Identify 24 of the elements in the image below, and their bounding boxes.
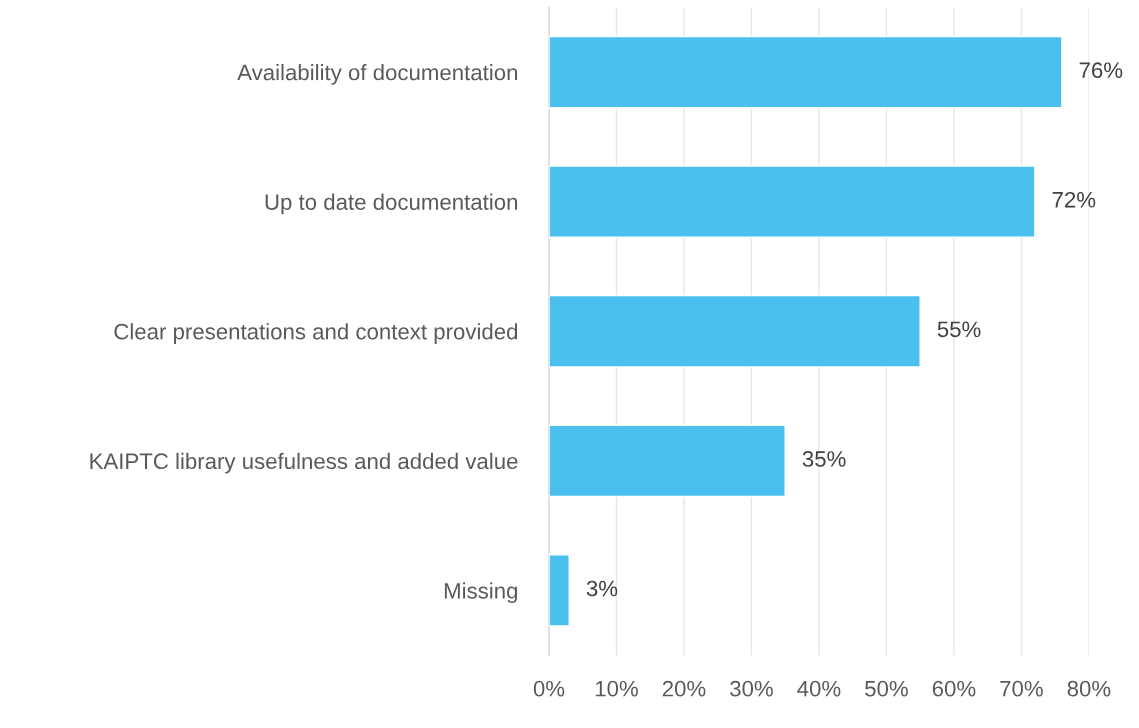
bar [549, 554, 570, 627]
y-tick-label: Missing [444, 582, 518, 604]
data-label: 3% [586, 580, 618, 597]
x-tick-label: 0% [533, 680, 565, 697]
bar [549, 165, 1036, 238]
data-label: 72% [1052, 191, 1096, 208]
data-label: 76% [1079, 62, 1123, 79]
bar [549, 424, 786, 498]
bar [549, 294, 921, 368]
x-tick-label: 70% [1000, 680, 1043, 697]
y-tick-label: Clear presentations and context provided [114, 323, 518, 344]
x-tick-label: 80% [1067, 680, 1111, 697]
x-tick-label: 60% [932, 680, 976, 697]
x-tick-label: 40% [797, 680, 841, 697]
x-tick-label: 50% [865, 680, 908, 697]
x-tick-label: 10% [595, 680, 638, 697]
y-tick-label: Availability of documentation [237, 64, 518, 85]
bar [549, 35, 1063, 109]
x-tick-label: 20% [662, 680, 706, 697]
x-tick-label: 30% [730, 680, 773, 697]
y-tick-label: KAIPTC library usefulness and added value [90, 452, 518, 474]
data-label: 55% [937, 321, 981, 338]
data-label: 35% [802, 451, 846, 467]
y-tick-label: Up to date documentation [265, 193, 518, 215]
